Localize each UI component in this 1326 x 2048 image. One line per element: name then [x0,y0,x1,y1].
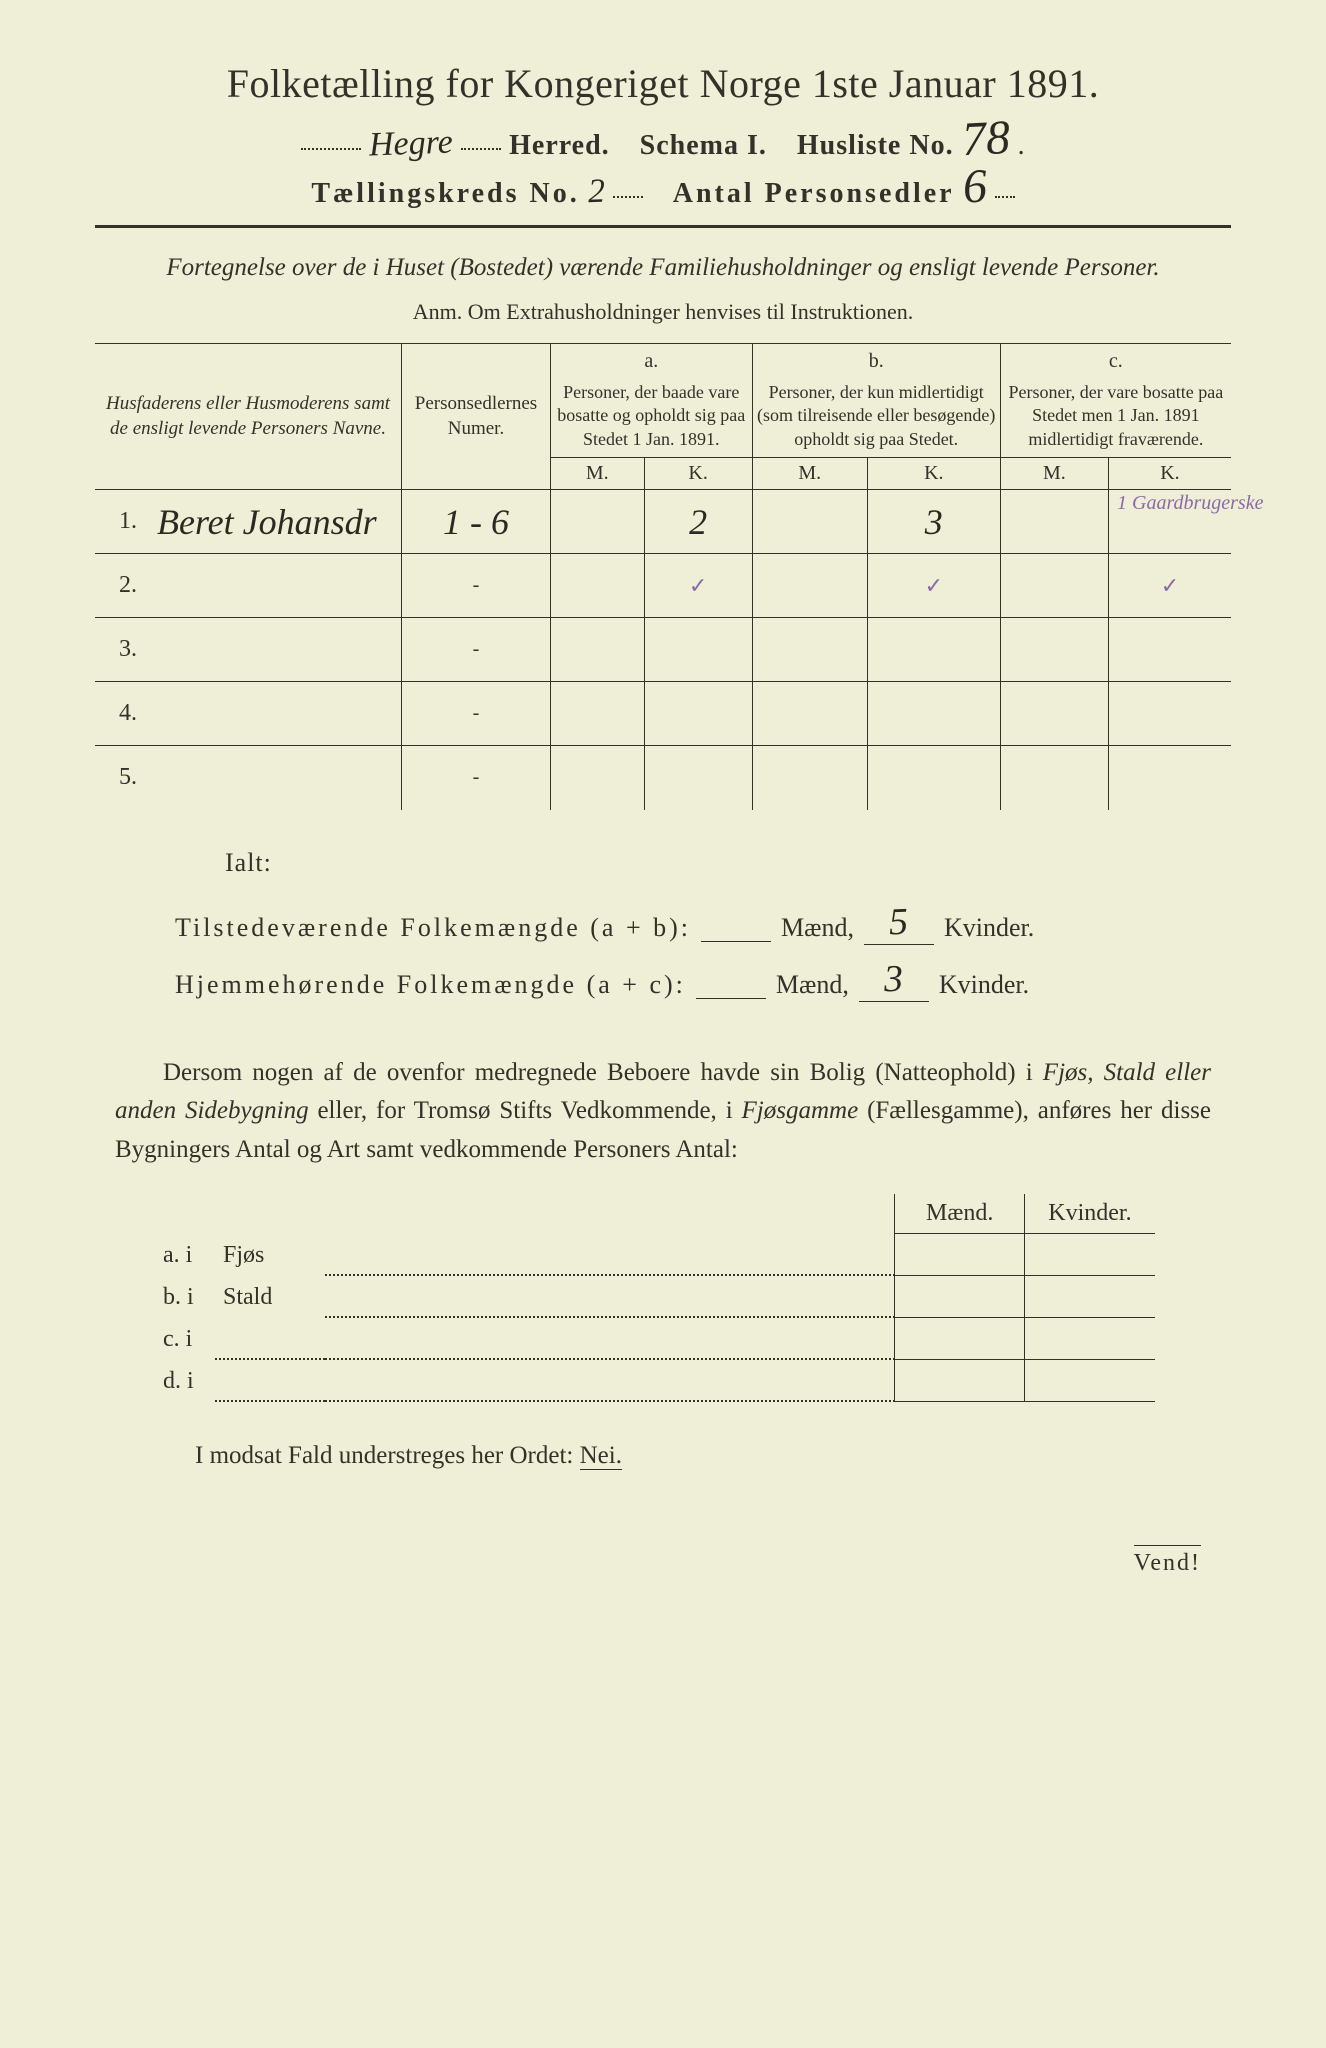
table-row: 2. - ✓ ✓ ✓ [95,554,1231,618]
totals-line-2: Hjemmehørende Folkemængde (a + c): Mænd,… [175,959,1231,1004]
col-names: Husfaderens eller Husmoderens samt de en… [95,344,402,490]
bottom-row: a. i Fjøs [155,1233,1155,1275]
kreds-value: 2 [587,173,605,212]
bottom-table: Mænd. Kvinder. a. i Fjøs b. i Stald c. i… [155,1194,1155,1403]
anm-note: Anm. Om Extrahusholdninger henvises til … [95,299,1231,325]
kreds-label: Tællingskreds No. [311,178,579,210]
table-row: 5. - [95,746,1231,810]
col-c-label: c. [1000,344,1231,376]
totals-line-1: Tilstedeværende Folkemængde (a + b): Mæn… [175,902,1231,947]
page-title: Folketælling for Kongeriget Norge 1ste J… [95,60,1231,107]
herred-label: Herred. [509,130,610,162]
antal-label: Antal Personsedler [673,178,955,210]
divider [95,225,1231,228]
col-c-text: Personer, der vare bosatte paa Stedet me… [1000,375,1231,458]
col-a-k: K. [644,458,752,490]
vend-label: Vend! [95,1550,1231,1577]
main-table: Husfaderens eller Husmoderens samt de en… [95,343,1231,810]
table-row: 1. Beret Johansdr 1 - 6 2 3 1 Gaardbruge… [95,490,1231,554]
subtitle: Fortegnelse over de i Huset (Bostedet) v… [95,250,1231,285]
bottom-row: d. i [155,1359,1155,1401]
ialt-label: Ialt: [225,848,1231,878]
table-row: 3. - [95,618,1231,682]
herred-value: Hegre [369,124,454,165]
antal-value: 6 [962,172,987,202]
col-c-m: M. [1000,458,1108,490]
bottom-kvinder: Kvinder. [1025,1194,1155,1234]
paragraph: Dersom nogen af de ovenfor medregnede Be… [115,1054,1211,1170]
schema-label: Schema I. [640,130,767,162]
col-c-k: K. [1108,458,1231,490]
table-row: 4. - [95,682,1231,746]
col-a-text: Personer, der baade vare bosatte og opho… [550,375,752,458]
col-numer: Personsedlernes Numer. [402,344,551,490]
col-b-text: Personer, der kun midlertidigt (som tilr… [752,375,1000,458]
col-b-label: b. [752,344,1000,376]
husliste-value: 78 [961,124,1010,155]
header-line-2: Tællingskreds No. 2 Antal Personsedler 6 [95,173,1231,211]
bottom-maend: Mænd. [895,1194,1025,1234]
bottom-row: c. i [155,1317,1155,1359]
header-line-1: Hegre Herred. Schema I. Husliste No. 78 … [95,125,1231,163]
nei-line: I modsat Fald understreges her Ordet: Ne… [195,1442,1231,1470]
bottom-row: b. i Stald [155,1275,1155,1317]
col-b-m: M. [752,458,867,490]
col-b-k: K. [867,458,1000,490]
col-a-label: a. [550,344,752,376]
col-a-m: M. [550,458,644,490]
husliste-label: Husliste No. [797,130,954,162]
